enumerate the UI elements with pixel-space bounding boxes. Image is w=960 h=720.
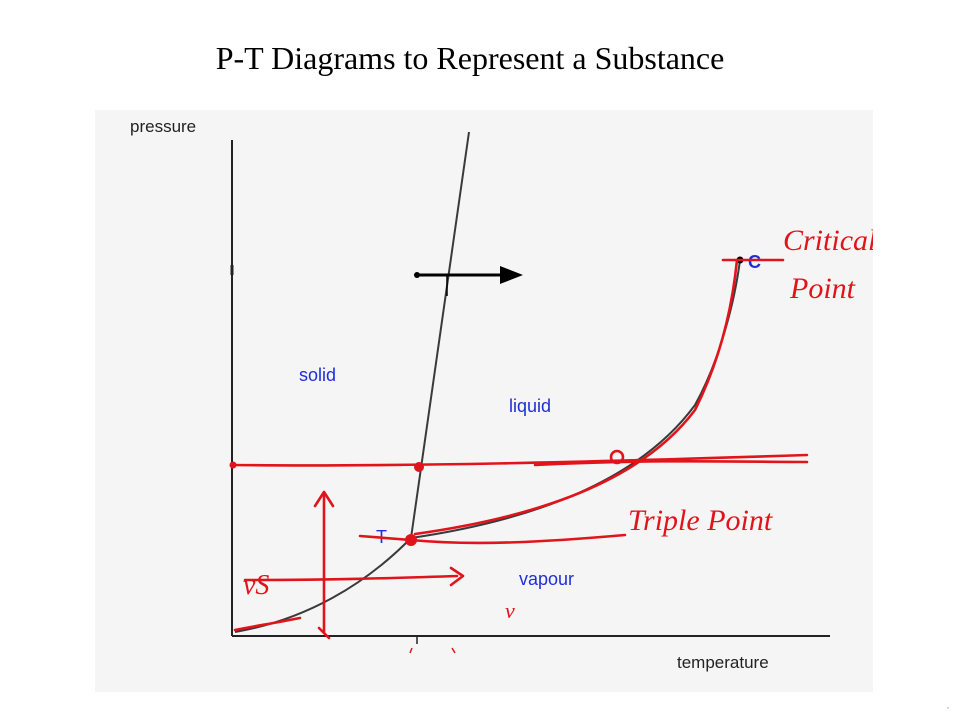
horizontal-arrow-head bbox=[449, 566, 465, 587]
slide-corner-mark: · bbox=[946, 700, 950, 714]
horizontal-arrow-line bbox=[243, 574, 459, 582]
pt-diagram-svg: pressure temperature solid liquid vapour… bbox=[95, 110, 873, 692]
vaporization-trace bbox=[413, 258, 739, 536]
slide-title: P-T Diagrams to Represent a Substance bbox=[215, 40, 725, 76]
pt-diagram: pressure temperature solid liquid vapour… bbox=[95, 110, 873, 692]
critical-note-line1: Critical bbox=[783, 224, 873, 257]
process-arrow-head bbox=[500, 266, 523, 284]
vertical-arrow-base bbox=[317, 626, 331, 640]
red-tick-mark bbox=[451, 647, 456, 654]
sublimation-note: vS bbox=[243, 570, 269, 601]
process-arrow-start bbox=[414, 272, 420, 278]
vapour-region-label: vapour bbox=[519, 569, 574, 589]
solid-region-label: solid bbox=[299, 365, 336, 385]
x-axis-label: temperature bbox=[677, 653, 769, 672]
isobar-start-dot bbox=[229, 461, 237, 469]
vertical-arrow-head bbox=[313, 490, 335, 508]
y-axis-label: pressure bbox=[130, 117, 196, 136]
critical-note-line2: Point bbox=[789, 272, 856, 305]
vaporization-crossing-circle bbox=[609, 449, 625, 465]
isobar-line bbox=[230, 453, 809, 467]
triple-point-pointer bbox=[409, 533, 627, 545]
liquid-region-label: liquid bbox=[509, 396, 551, 416]
sublimation-trace bbox=[233, 616, 302, 632]
critical-point-label: C bbox=[748, 252, 761, 272]
diagram-panel bbox=[95, 110, 873, 692]
isobar-line bbox=[533, 459, 809, 467]
fusion-crossing-dot bbox=[414, 462, 424, 472]
vapour-note: v bbox=[505, 598, 515, 623]
red-tick-mark bbox=[409, 647, 413, 654]
triple-point-note: Triple Point bbox=[628, 504, 773, 537]
triple-point-tick bbox=[358, 534, 413, 542]
